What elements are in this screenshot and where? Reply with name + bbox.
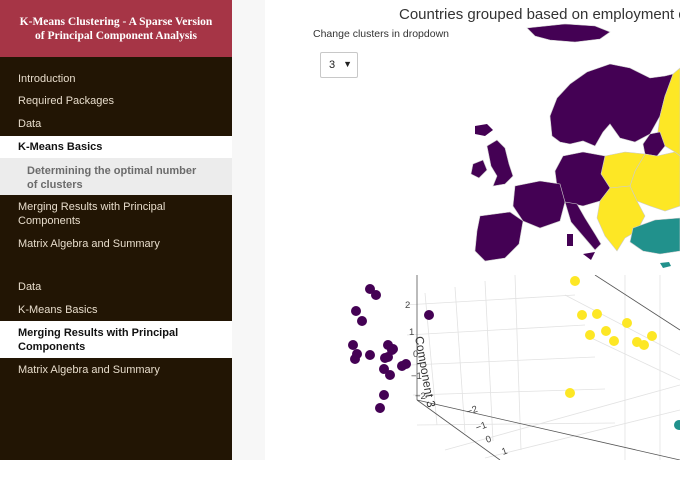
scatter-point[interactable] [351, 306, 361, 316]
scatter-point[interactable] [385, 370, 395, 380]
z-tick-label: 2 [405, 300, 410, 311]
z-tick-label: 1 [409, 327, 414, 338]
nav-merging-results-2[interactable]: Merging Results with Principal Component… [0, 321, 232, 358]
map-region-ireland [470, 159, 488, 179]
book-title: K-Means Clustering - A Sparse Version of… [19, 15, 213, 42]
map-region-france [512, 180, 566, 229]
map-region-turkey [629, 217, 680, 255]
z-tick-label: −1 [411, 371, 422, 382]
dropdown-value: 3 [329, 59, 336, 71]
main-content: Countries grouped based on employment d … [232, 0, 680, 460]
scatter3d-plot[interactable]: Component 3 210−1−2 −2−101 [265, 275, 680, 460]
nav-data[interactable]: Data [18, 118, 42, 130]
nav-introduction[interactable]: Introduction [18, 73, 76, 85]
scatter-point[interactable] [601, 326, 611, 336]
map-panel: Countries grouped based on employment d … [265, 6, 680, 273]
scatter3d-points [348, 276, 680, 430]
content-gutter [232, 0, 265, 460]
scatter-point[interactable] [570, 276, 580, 286]
scatter-point[interactable] [585, 330, 595, 340]
map-region-sardinia [567, 234, 573, 246]
scatter-point[interactable] [577, 310, 587, 320]
scatter-point[interactable] [365, 350, 375, 360]
map-region-norway-top [526, 23, 611, 43]
nav-matrix-algebra[interactable]: Matrix Algebra and Summary [18, 238, 160, 250]
scatter-point[interactable] [350, 354, 360, 364]
nav-optimal-clusters[interactable]: Determining the optimal number of cluste… [0, 158, 232, 195]
scatter3d-panel: Component 3 2 1 0 −1 −2 −2 −1 0 1 [265, 275, 680, 460]
page-footer-space [0, 460, 680, 500]
map-title: Countries grouped based on employment d [399, 6, 680, 23]
x-tick-label: 1 [500, 446, 509, 458]
scatter3d-axes [416, 275, 680, 460]
nav-required-packages[interactable]: Required Packages [18, 95, 115, 107]
scatter3d-grid [404, 275, 680, 460]
map-region-sicily [583, 252, 595, 260]
nav-data-2[interactable]: Data [18, 281, 42, 293]
scatter-point[interactable] [565, 388, 575, 398]
z-tick-labels: 2 1 0 −1 −2 [405, 300, 426, 402]
nav-kmeans-basics-2[interactable]: K-Means Basics [18, 304, 98, 316]
scatter-point[interactable] [397, 361, 407, 371]
z-tick-label: −2 [415, 391, 426, 402]
cluster-dropdown[interactable]: 3 ▼ [320, 52, 358, 78]
x-tick-label: −2 [465, 404, 479, 418]
europe-map[interactable] [265, 6, 680, 273]
scatter-point[interactable] [371, 290, 381, 300]
map-region-italy [564, 201, 602, 251]
scatter-point[interactable] [592, 309, 602, 319]
scatter-point[interactable] [674, 420, 680, 430]
nav-merging-results[interactable]: Merging Results with Principal Component… [18, 201, 166, 227]
scatter-point[interactable] [647, 331, 657, 341]
x-tick-labels: −2 −101 [465, 404, 509, 458]
scatter-point[interactable] [609, 336, 619, 346]
scatter-point[interactable] [424, 310, 434, 320]
nav-kmeans-basics[interactable]: K-Means Basics [0, 136, 232, 158]
scatter-point[interactable] [383, 352, 393, 362]
map-region-iberia [474, 211, 524, 262]
scatter-point[interactable] [357, 316, 367, 326]
z-tick-label: 0 [413, 349, 418, 360]
caret-down-icon: ▼ [343, 59, 352, 69]
sidebar: K-Means Clustering - A Sparse Version of… [0, 0, 232, 460]
map-region-balkans [596, 185, 646, 252]
dropdown-label: Change clusters in dropdown [313, 28, 449, 40]
x-tick-label: −1 [474, 420, 488, 434]
scatter-point[interactable] [375, 403, 385, 413]
scatter-point[interactable] [379, 390, 389, 400]
nav-matrix-algebra-2[interactable]: Matrix Algebra and Summary [18, 364, 160, 376]
x-tick-label: 0 [484, 434, 493, 446]
map-region-uk [486, 139, 514, 187]
scatter-point[interactable] [639, 340, 649, 350]
scatter-point[interactable] [348, 340, 358, 350]
sidebar-header: K-Means Clustering - A Sparse Version of… [0, 0, 232, 57]
map-region-iceland [475, 124, 493, 136]
map-region-cyprus [660, 262, 671, 268]
scatter-point[interactable] [622, 318, 632, 328]
